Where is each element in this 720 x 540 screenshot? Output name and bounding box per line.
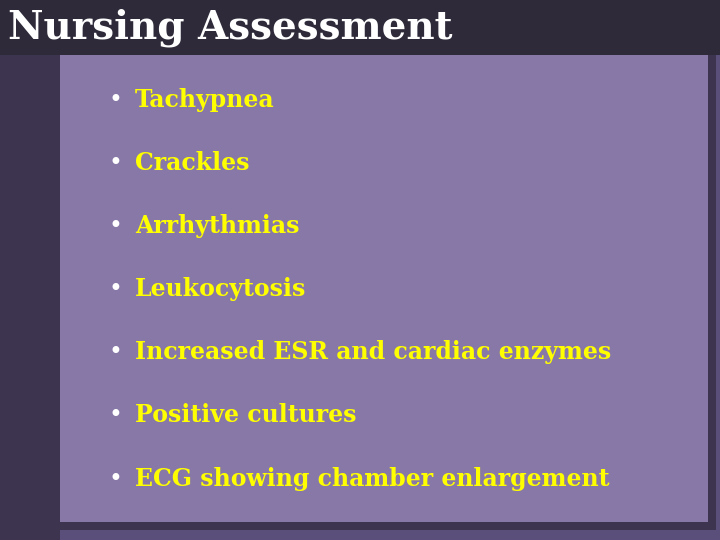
Text: Tachypnea: Tachypnea xyxy=(135,87,274,112)
Bar xyxy=(60,522,708,530)
Text: •: • xyxy=(108,277,122,301)
Text: •: • xyxy=(108,87,122,112)
Bar xyxy=(0,0,60,540)
Text: •: • xyxy=(108,340,122,364)
Text: •: • xyxy=(108,467,122,490)
Text: Positive cultures: Positive cultures xyxy=(135,403,356,428)
Bar xyxy=(708,20,716,530)
Text: Arrhythmias: Arrhythmias xyxy=(135,214,300,238)
Text: Crackles: Crackles xyxy=(135,151,250,175)
Text: ECG showing chamber enlargement: ECG showing chamber enlargement xyxy=(135,467,610,490)
Text: •: • xyxy=(108,403,122,428)
Text: Nursing Assessment: Nursing Assessment xyxy=(8,8,452,47)
Text: •: • xyxy=(108,214,122,238)
Text: Increased ESR and cardiac enzymes: Increased ESR and cardiac enzymes xyxy=(135,340,611,364)
Text: •: • xyxy=(108,151,122,175)
Text: Leukocytosis: Leukocytosis xyxy=(135,277,307,301)
Bar xyxy=(0,0,720,55)
